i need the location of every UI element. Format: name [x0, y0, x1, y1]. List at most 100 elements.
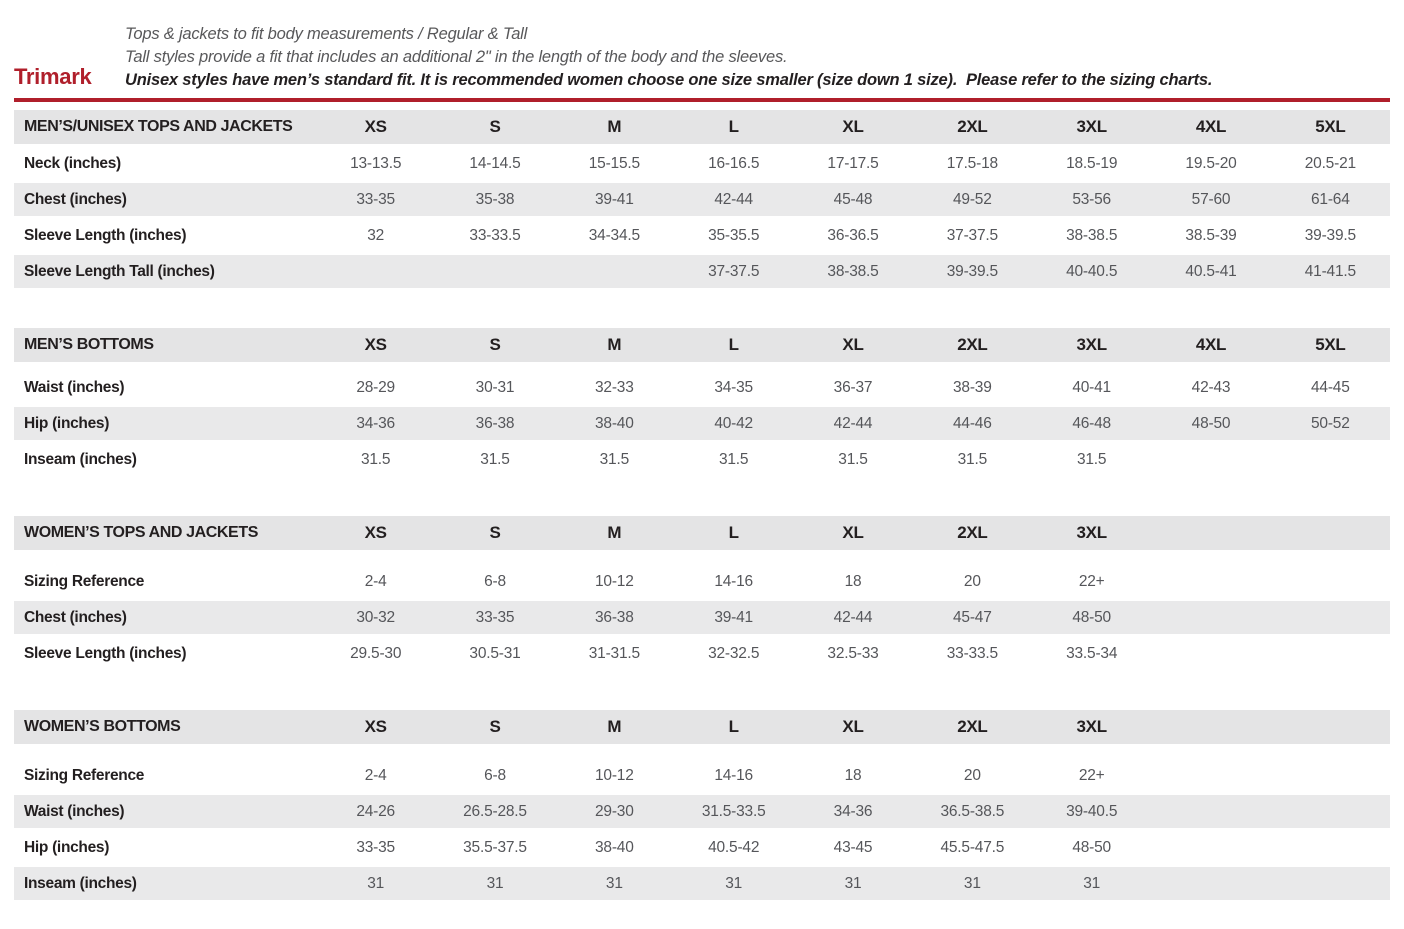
size-column-header: XS [364, 717, 387, 736]
size-value-cell: 34-36 [833, 802, 873, 820]
size-value-cell: 33-33.5 [946, 644, 998, 662]
size-value-cell: 20 [963, 572, 981, 590]
row-label: Sleeve Length Tall (inches) [24, 262, 215, 280]
size-value-cell: 35-38 [475, 190, 515, 208]
size-value-cell: 37-37.5 [708, 262, 760, 280]
size-value-cell: 32 [367, 226, 385, 244]
size-column-header: 2XL [957, 335, 988, 354]
size-value-cell: 57-60 [1191, 190, 1231, 208]
size-value-cell: 42-43 [1191, 378, 1231, 396]
size-value-cell: 31 [605, 874, 623, 892]
size-value-cell: 34-35 [714, 378, 753, 396]
size-value-cell: 42-44 [714, 190, 753, 208]
size-value-cell: 31.5 [718, 450, 749, 468]
size-value-cell: 35-35.5 [708, 226, 760, 244]
size-value-cell: 38.5-39 [1185, 226, 1237, 244]
table-row: Waist (inches) 24-26 26.5-28.5 29-30 31.5-33… [14, 795, 1390, 828]
size-value-cell: 17.5-18 [946, 154, 998, 172]
table-title: MEN’S BOTTOMS [24, 336, 154, 353]
table-row: Sizing Reference 2-4 6-8 10-12 14-16 18 20 22+ [14, 759, 1390, 792]
size-value-cell: 39-39.5 [946, 262, 998, 280]
size-column-header: 3XL [1076, 117, 1108, 136]
size-value-cell: 31 [367, 874, 385, 892]
size-value-cell: 20 [963, 766, 981, 784]
size-value-cell: 40-40.5 [1066, 262, 1118, 280]
size-column-header: M [607, 523, 622, 542]
size-value-cell: 30-31 [475, 378, 515, 396]
size-value-cell: 34-34.5 [588, 226, 640, 244]
size-column-header: XL [842, 335, 864, 354]
size-value-cell: 61-64 [1311, 190, 1350, 208]
size-value-cell: 39-41 [595, 190, 634, 208]
size-column-header: XS [364, 117, 387, 136]
size-value-cell: 29.5-30 [350, 644, 402, 662]
size-value-cell: 31 [1083, 874, 1101, 892]
size-value-cell: 14-14.5 [469, 154, 521, 172]
row-label: Waist (inches) [24, 378, 125, 396]
size-column-header: S [489, 717, 501, 736]
size-value-cell: 10-12 [595, 572, 634, 590]
size-value-cell: 35.5-37.5 [463, 838, 527, 856]
size-column-header: 3XL [1076, 717, 1108, 736]
size-value-cell: 33-35 [356, 838, 395, 856]
table-header-row: WOMEN’S BOTTOMS XS S M L XL 2XL 3XL [14, 710, 1390, 744]
size-value-cell: 31.5 [1076, 450, 1107, 468]
size-value-cell: 44-46 [953, 414, 992, 432]
size-value-cell: 31.5-33.5 [701, 802, 766, 820]
size-table-1: MEN’S/UNISEX TOPS AND JACKETS XS S M L XL 2XL 3… [14, 110, 1390, 288]
size-value-cell: 40.5-41 [1185, 262, 1237, 280]
size-value-cell: 38-39 [953, 378, 992, 396]
table-row: Hip (inches) 34-36 36-38 38-40 40-42 42-44 44-… [14, 407, 1390, 440]
size-value-cell: 36-37 [833, 378, 873, 396]
size-value-cell: 2-4 [364, 572, 387, 590]
row-label: Hip (inches) [24, 838, 110, 856]
size-column-header: XS [364, 335, 387, 354]
size-value-cell: 14-16 [714, 766, 753, 784]
size-value-cell: 39-39.5 [1304, 226, 1356, 244]
size-column-header: L [728, 717, 739, 736]
size-value-cell: 36.5-38.5 [940, 802, 1005, 820]
size-value-cell: 16-16.5 [708, 154, 760, 172]
size-table-3: WOMEN’S TOPS AND JACKETS XS S M L XL 2XL 3XL Siz… [14, 516, 1390, 670]
header-rule [14, 98, 1390, 102]
size-column-header: M [607, 717, 622, 736]
row-label: Neck (inches) [24, 154, 121, 172]
size-value-cell: 18.5-19 [1066, 154, 1118, 172]
table-row: Hip (inches) 33-35 35.5-37.5 38-40 40.5-42 43… [14, 831, 1390, 864]
size-value-cell: 30-32 [356, 608, 395, 626]
row-label: Chest (inches) [24, 608, 127, 626]
size-value-cell: 24-26 [356, 802, 395, 820]
size-value-cell: 33-35 [475, 608, 515, 626]
size-value-cell: 31-31.5 [588, 644, 640, 662]
size-table-2: MEN’S BOTTOMS XS S M L XL 2XL 3XL 4XL 5XL Waist (i… [14, 328, 1390, 476]
size-value-cell: 6-8 [484, 572, 506, 590]
size-value-cell: 13-13.5 [350, 154, 402, 172]
table-row: Sleeve Length Tall (inches) 37-37.5 38-38.… [14, 255, 1390, 288]
size-value-cell: 32.5-33 [827, 644, 879, 662]
size-value-cell: 37-37.5 [946, 226, 998, 244]
row-label: Chest (inches) [24, 190, 127, 208]
size-value-cell: 19.5-20 [1185, 154, 1237, 172]
size-value-cell: 32-33 [595, 378, 634, 396]
size-value-cell: 18 [844, 766, 862, 784]
size-value-cell: 48-50 [1072, 838, 1111, 856]
size-value-cell: 41-41.5 [1304, 262, 1356, 280]
intro-line-1: Tops & jackets to fit body measurements … [125, 25, 528, 43]
size-value-cell: 17-17.5 [827, 154, 879, 172]
size-value-cell: 31 [725, 874, 743, 892]
table-row: Waist (inches) 28-29 30-31 32-33 34-35 36-37 3… [14, 371, 1390, 404]
size-value-cell: 20.5-21 [1304, 154, 1356, 172]
size-value-cell: 42-44 [833, 414, 873, 432]
size-value-cell: 36-36.5 [827, 226, 879, 244]
size-value-cell: 31.5 [360, 450, 391, 468]
size-column-header: L [728, 523, 739, 542]
size-column-header: 3XL [1076, 335, 1108, 354]
size-value-cell: 22+ [1078, 766, 1105, 784]
size-value-cell: 26.5-28.5 [463, 802, 527, 820]
size-value-cell: 2-4 [364, 766, 387, 784]
size-value-cell: 48-50 [1072, 608, 1111, 626]
row-label: Sleeve Length (inches) [24, 644, 187, 662]
size-value-cell: 43-45 [833, 838, 873, 856]
row-label: Hip (inches) [24, 414, 110, 432]
size-column-header: L [728, 117, 739, 136]
